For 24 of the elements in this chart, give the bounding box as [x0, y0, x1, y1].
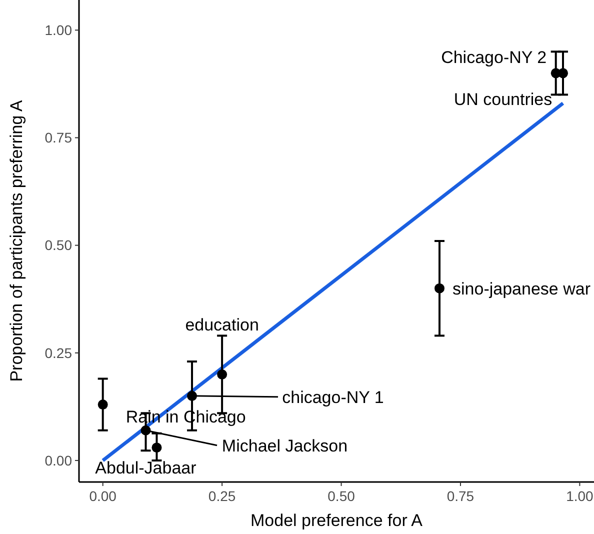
point: [217, 369, 228, 380]
x-tick-label: 0.25: [208, 488, 236, 504]
x-tick-label: 0.00: [89, 488, 117, 504]
x-tick-label: 1.00: [566, 488, 594, 504]
annotation: Michael Jackson: [222, 436, 348, 456]
annotation: education: [185, 315, 259, 334]
annotation: sino-japanese war: [452, 279, 591, 298]
annotation: Chicago-NY 2: [441, 48, 547, 68]
point: [434, 283, 444, 294]
y-tick-label: 0.00: [44, 452, 72, 468]
point: [558, 68, 568, 78]
point: [152, 442, 162, 453]
x-tick-label: 0.75: [446, 488, 474, 504]
x-axis-title: Model preference for A: [250, 511, 424, 530]
x-tick-label: 0.50: [328, 488, 356, 504]
annotation: Abdul-Jabaar: [95, 458, 197, 478]
y-tick-label: 0.75: [44, 130, 72, 146]
y-tick-label: 1.00: [44, 22, 72, 38]
point: [98, 400, 108, 410]
annotation: chicago-NY 1: [282, 388, 384, 407]
y-tick-label: 0.25: [44, 344, 72, 361]
y-axis-title: Proportion of participants preferring A: [7, 100, 26, 382]
annotation: UN countries: [454, 90, 552, 110]
y-tick-label: 0.50: [44, 237, 72, 254]
